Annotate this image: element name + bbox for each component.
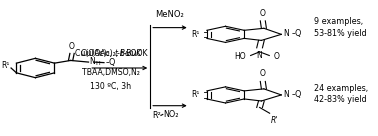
Text: –Q: –Q — [291, 29, 302, 38]
Text: O: O — [260, 69, 266, 78]
Text: NO₂: NO₂ — [163, 109, 178, 119]
Text: R¹: R¹ — [191, 30, 200, 39]
Text: 24 examples,: 24 examples, — [314, 84, 368, 93]
Text: N: N — [257, 50, 262, 60]
Text: HO: HO — [235, 52, 246, 61]
Text: O: O — [260, 9, 266, 18]
Text: Cu(OAc)₂, t-BuOK: Cu(OAc)₂, t-BuOK — [81, 49, 147, 58]
Text: TBAA,DMSO,N₂: TBAA,DMSO,N₂ — [82, 68, 140, 77]
Text: R²: R² — [152, 111, 161, 120]
Text: 130 ºC, 3h: 130 ºC, 3h — [90, 82, 131, 91]
Text: N: N — [283, 90, 289, 99]
Text: R': R' — [271, 115, 278, 125]
Text: –Q: –Q — [106, 58, 116, 67]
Text: 42-83% yield: 42-83% yield — [314, 95, 367, 104]
Text: O: O — [273, 52, 279, 61]
Text: H: H — [95, 61, 100, 66]
Text: t-BuOK: t-BuOK — [115, 49, 142, 58]
Text: 53-81% yield: 53-81% yield — [314, 29, 367, 38]
Text: R¹: R¹ — [191, 90, 200, 99]
Text: MeNO₂: MeNO₂ — [156, 10, 184, 19]
Text: R¹: R¹ — [2, 61, 10, 70]
Text: N: N — [90, 57, 95, 66]
Text: O: O — [69, 41, 75, 50]
Text: Cu(OAc)₂,: Cu(OAc)₂, — [75, 49, 115, 58]
Text: N: N — [283, 29, 289, 38]
Text: 9 examples,: 9 examples, — [314, 17, 363, 26]
Text: –Q: –Q — [291, 90, 302, 99]
